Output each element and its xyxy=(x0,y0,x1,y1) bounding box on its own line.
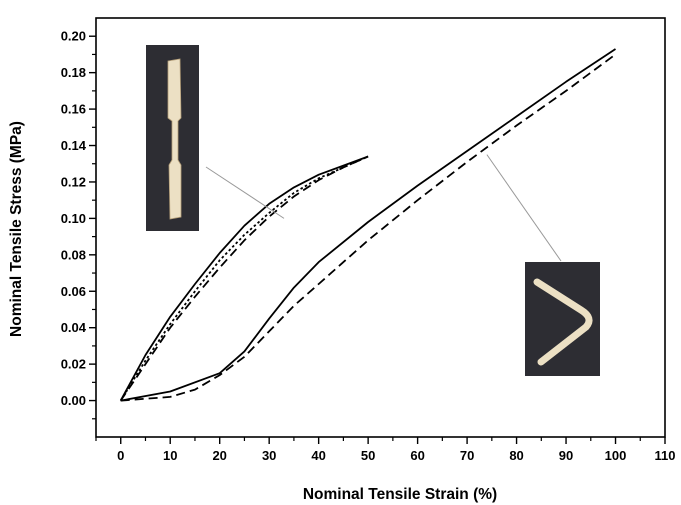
x-tick-label: 50 xyxy=(361,448,375,463)
y-tick-label: 0.18 xyxy=(61,65,86,80)
y-tick-label: 0.20 xyxy=(61,29,86,44)
y-tick-label: 0.02 xyxy=(61,357,86,372)
x-tick-label: 0 xyxy=(117,448,124,463)
plot-frame xyxy=(95,17,666,438)
y-tick-label: 0.04 xyxy=(61,320,87,335)
bent-specimen-photo xyxy=(525,262,600,376)
y-tick-label: 0.10 xyxy=(61,211,86,226)
callout-line xyxy=(205,166,285,219)
callout-line xyxy=(486,154,562,262)
series-line-5-dashed xyxy=(120,53,617,402)
x-tick-label: 20 xyxy=(212,448,226,463)
callout-layer xyxy=(205,154,562,262)
y-tick-labels: 0.00 0.02 0.04 0.06 0.08 0.10 0.12 0.14 0.16 0.18… xyxy=(61,29,87,408)
x-tick-label: 10 xyxy=(163,448,177,463)
y-tick-label: 0.16 xyxy=(61,102,86,117)
x-tick-label: 80 xyxy=(509,448,523,463)
y-tick-label: 0.08 xyxy=(61,247,86,262)
y-tick-label: 0.00 xyxy=(61,393,86,408)
x-tick-label: 70 xyxy=(460,448,474,463)
x-tick-label: 60 xyxy=(410,448,424,463)
y-tick-label: 0.14 xyxy=(61,138,87,153)
series-line-2-dotted xyxy=(119,155,369,402)
series-line-3-dashed xyxy=(119,155,369,402)
series-layer xyxy=(119,48,617,402)
x-tick-label: 40 xyxy=(311,448,325,463)
x-tick-labels: 0 10 20 30 40 50 60 70 80 90 100 110 xyxy=(117,448,675,463)
x-tick-label: 110 xyxy=(655,448,676,463)
series-line-1-solid xyxy=(119,155,369,402)
x-tick-label: 30 xyxy=(262,448,276,463)
axis-ticks xyxy=(89,35,666,444)
x-tick-label: 90 xyxy=(559,448,573,463)
x-tick-label: 100 xyxy=(605,448,627,463)
y-axis-label: Nominal Tensile Stress (MPa) xyxy=(8,121,25,337)
y-tick-label: 0.06 xyxy=(61,284,86,299)
series-line-4-solid xyxy=(120,48,616,402)
straight-specimen-photo xyxy=(146,45,199,231)
x-axis-label: Nominal Tensile Strain (%) xyxy=(303,486,497,503)
y-tick-label: 0.12 xyxy=(61,174,86,189)
